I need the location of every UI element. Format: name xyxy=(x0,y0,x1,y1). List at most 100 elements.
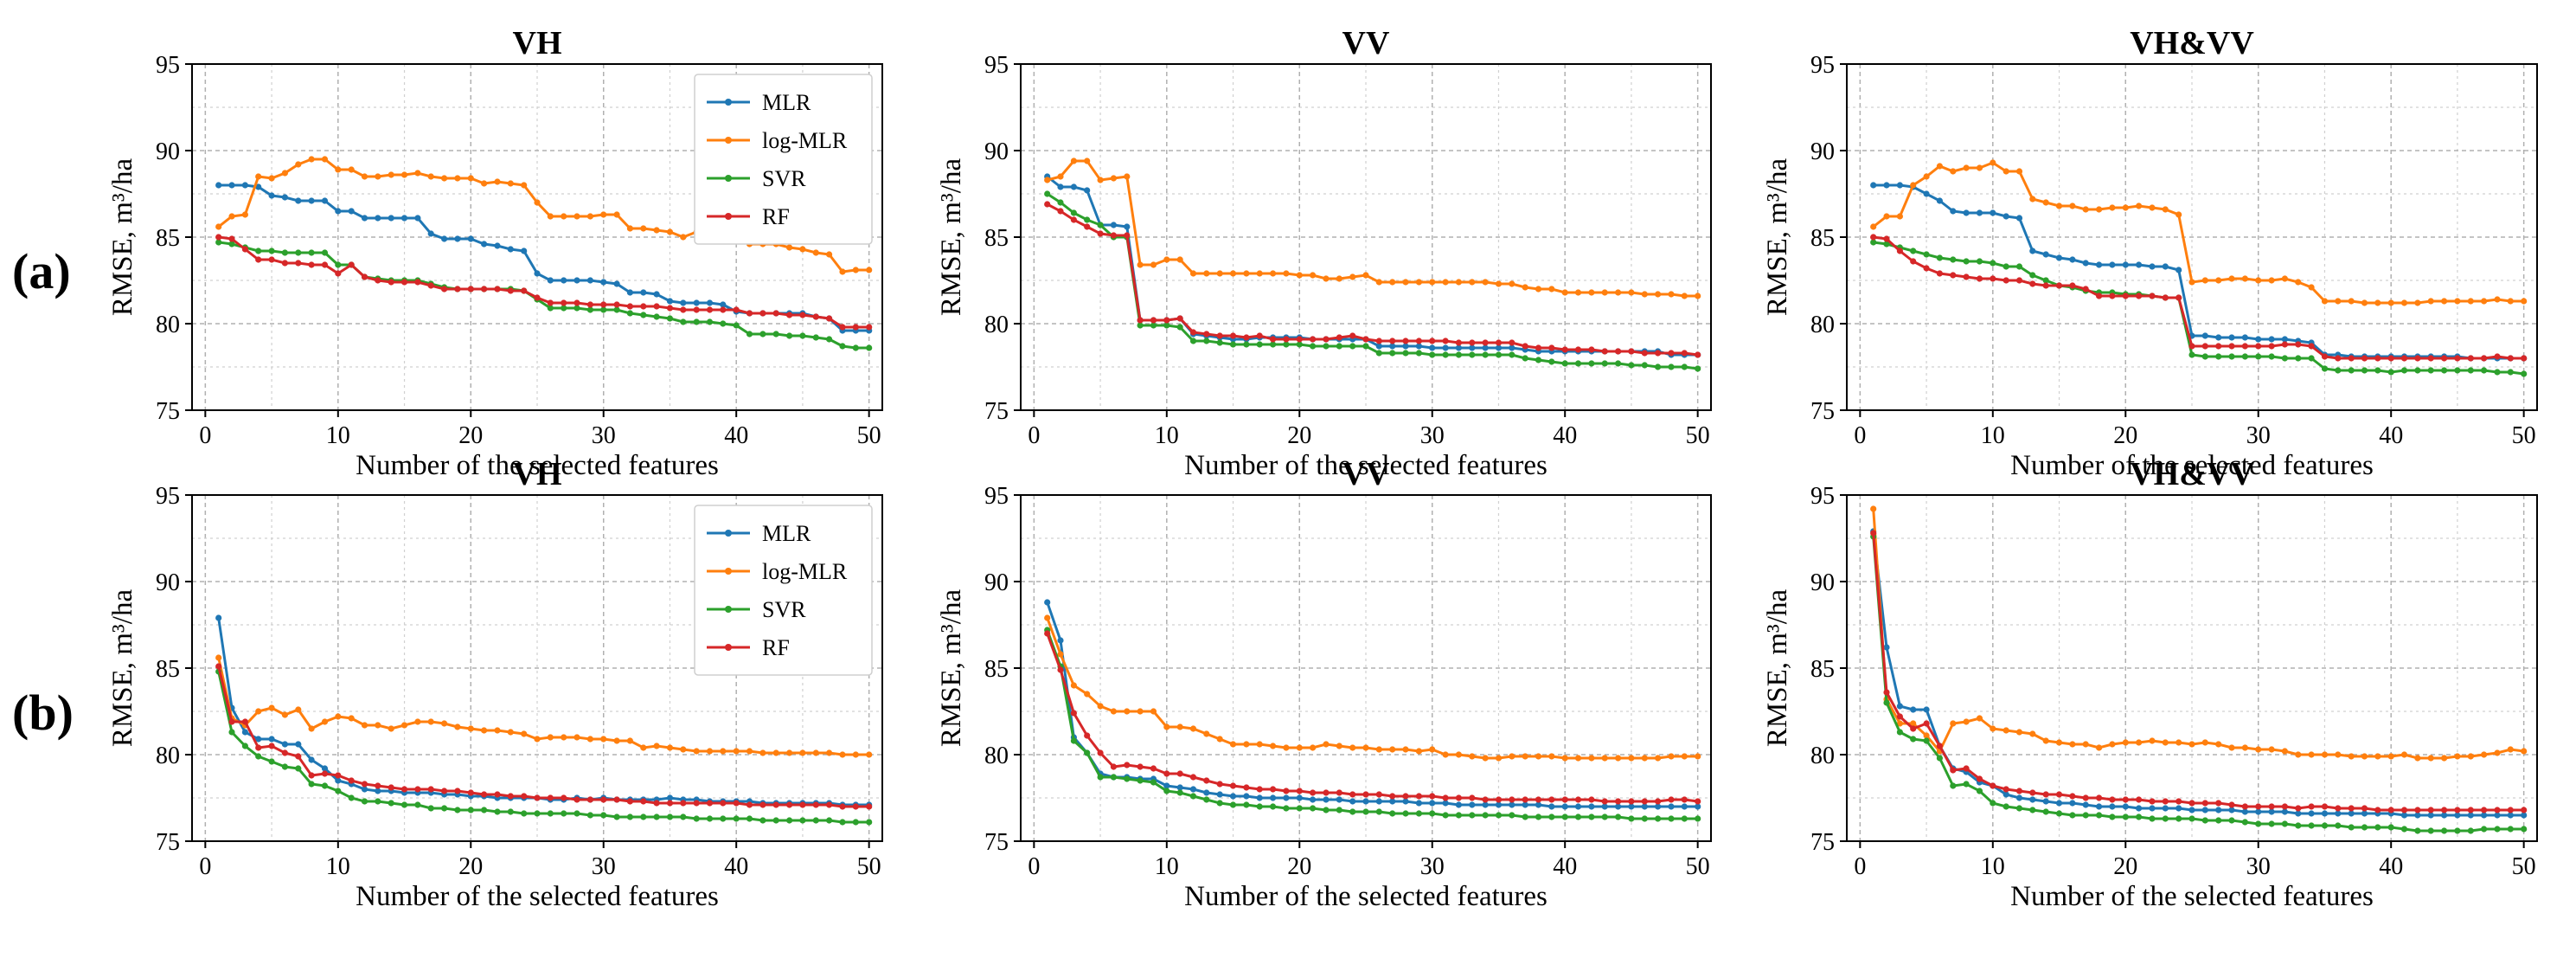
data-point xyxy=(1641,803,1648,810)
series-line-log-mlr xyxy=(1872,161,2524,305)
data-point xyxy=(2454,355,2461,362)
data-point xyxy=(1588,346,1595,353)
data-point xyxy=(1415,279,1422,286)
data-point xyxy=(2069,741,2076,748)
x-tick-label: 0 xyxy=(1854,422,1866,449)
data-point xyxy=(467,235,474,242)
data-point xyxy=(454,175,461,182)
data-point xyxy=(1189,725,1197,732)
data-point xyxy=(1535,357,1542,363)
data-point xyxy=(1655,798,1662,805)
x-tick-label: 10 xyxy=(1155,853,1179,880)
data-point xyxy=(1070,216,1077,223)
data-point xyxy=(759,310,766,317)
y-tick-label: 95 xyxy=(1810,483,1835,510)
data-point xyxy=(852,267,859,273)
data-point xyxy=(1283,744,1290,751)
data-point xyxy=(1349,791,1356,798)
data-point xyxy=(1870,530,1877,537)
data-point xyxy=(1203,331,1210,338)
data-point xyxy=(1469,794,1476,801)
data-point xyxy=(1588,813,1595,820)
data-point xyxy=(1522,355,1528,362)
data-point xyxy=(2481,751,2488,758)
data-point xyxy=(241,246,248,253)
data-point xyxy=(1256,741,1263,748)
data-point xyxy=(2321,751,2329,758)
data-point xyxy=(600,301,607,308)
data-point xyxy=(1229,341,1237,348)
data-point xyxy=(1455,279,1462,286)
data-point xyxy=(1070,183,1077,190)
data-point xyxy=(2029,730,2036,737)
data-point xyxy=(2082,286,2089,293)
data-point xyxy=(2228,801,2235,808)
data-point xyxy=(1522,284,1528,291)
data-point xyxy=(1415,338,1422,344)
data-point xyxy=(1310,796,1317,803)
data-point xyxy=(2308,803,2315,810)
data-point xyxy=(1615,360,1622,367)
data-point xyxy=(1910,736,1917,743)
data-point xyxy=(1601,798,1608,805)
data-point xyxy=(1469,801,1476,808)
data-point xyxy=(1601,348,1608,355)
data-point xyxy=(321,782,329,789)
data-point xyxy=(2228,807,2235,813)
data-point xyxy=(852,751,859,758)
data-point xyxy=(561,794,567,801)
data-point xyxy=(1070,737,1077,744)
data-point xyxy=(1870,239,1877,246)
data-point xyxy=(1896,182,1903,189)
data-point xyxy=(1203,777,1210,784)
data-point xyxy=(1323,789,1330,796)
data-point xyxy=(1548,803,1555,810)
data-point xyxy=(1176,723,1183,730)
data-point xyxy=(826,251,833,258)
data-point xyxy=(653,813,660,820)
data-point xyxy=(1097,222,1104,228)
x-tick-label: 30 xyxy=(592,853,616,880)
data-point xyxy=(2494,353,2501,360)
data-point xyxy=(1870,223,1877,230)
data-point xyxy=(348,166,355,173)
y-tick-label: 80 xyxy=(156,312,180,338)
data-point xyxy=(2029,807,2036,813)
data-point xyxy=(228,718,235,725)
data-point xyxy=(2348,753,2355,760)
data-point xyxy=(2136,796,2143,803)
data-point xyxy=(1535,753,1542,760)
chart-panel-3: 0 10 20 30 40 50 75 80 85 90 95 VH&VV Number of the … xyxy=(1762,25,2538,481)
data-point xyxy=(400,801,408,808)
data-point xyxy=(2228,275,2235,282)
y-tick-label: 90 xyxy=(1810,569,1835,596)
data-point xyxy=(1950,720,1957,727)
data-point xyxy=(1270,803,1277,810)
data-point xyxy=(1084,749,1091,756)
data-point xyxy=(1976,715,1983,722)
data-point xyxy=(375,722,381,729)
legend-label: log-MLR xyxy=(762,128,848,153)
data-point xyxy=(772,801,779,808)
data-point xyxy=(1923,720,1930,727)
x-tick-label: 0 xyxy=(1028,853,1040,880)
data-point xyxy=(586,213,594,220)
data-point xyxy=(2029,796,2036,803)
data-point xyxy=(2228,353,2235,360)
data-point xyxy=(2188,279,2195,286)
data-point xyxy=(1509,351,1515,358)
data-point xyxy=(308,249,315,256)
data-point xyxy=(1668,291,1675,298)
data-point xyxy=(427,173,434,180)
data-point xyxy=(440,175,448,182)
y-tick-label: 75 xyxy=(984,398,1009,425)
data-point xyxy=(1389,343,1396,350)
data-point xyxy=(1561,813,1568,820)
chart-title: VH&VV xyxy=(2130,456,2254,492)
data-point xyxy=(1482,351,1489,358)
data-point xyxy=(2348,298,2355,305)
data-point xyxy=(613,280,620,287)
data-point xyxy=(1442,794,1449,801)
data-point xyxy=(1203,796,1210,803)
data-point xyxy=(680,306,687,313)
